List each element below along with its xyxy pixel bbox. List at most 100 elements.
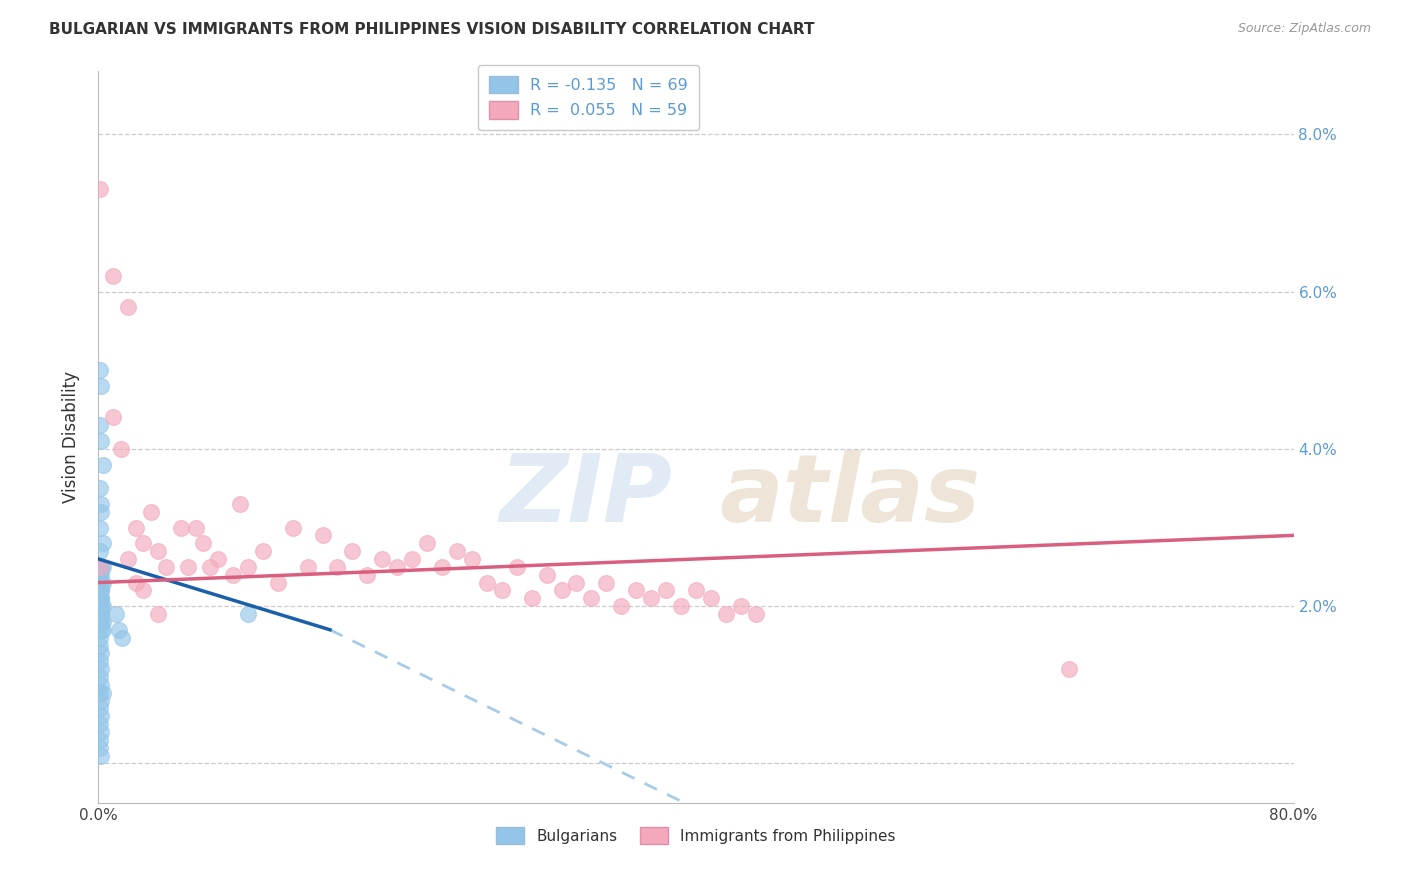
Point	[90, 434, 112, 448]
Point	[207, 552, 229, 566]
Point	[90, 559, 112, 574]
Point	[669, 599, 692, 614]
Point	[90, 607, 112, 621]
Point	[89, 607, 111, 621]
Point	[222, 567, 245, 582]
Text: Source: ZipAtlas.com: Source: ZipAtlas.com	[1237, 22, 1371, 36]
Point	[89, 599, 111, 614]
Point	[90, 709, 112, 723]
Point	[745, 607, 768, 621]
Point	[90, 575, 112, 590]
Point	[446, 544, 468, 558]
Point	[89, 639, 111, 653]
Point	[401, 552, 423, 566]
Point	[356, 567, 378, 582]
Point	[89, 418, 111, 433]
Point	[89, 740, 111, 755]
Point	[89, 544, 111, 558]
Point	[595, 575, 617, 590]
Point	[90, 559, 112, 574]
Point	[430, 559, 453, 574]
Point	[342, 544, 364, 558]
Point	[200, 559, 222, 574]
Point	[236, 559, 259, 574]
Point	[236, 607, 259, 621]
Point	[281, 520, 304, 534]
Point	[416, 536, 439, 550]
Point	[90, 623, 112, 637]
Point	[91, 686, 114, 700]
Point	[91, 599, 114, 614]
Point	[155, 559, 177, 574]
Point	[90, 599, 112, 614]
Point	[90, 505, 112, 519]
Point	[89, 591, 111, 606]
Point	[536, 567, 558, 582]
Point	[108, 623, 131, 637]
Point	[132, 536, 155, 550]
Point	[610, 599, 633, 614]
Point	[371, 552, 394, 566]
Point	[89, 583, 111, 598]
Point	[326, 559, 349, 574]
Point	[90, 583, 112, 598]
Point	[89, 583, 111, 598]
Point	[89, 607, 111, 621]
Point	[89, 575, 111, 590]
Point	[1059, 662, 1081, 676]
Point	[105, 607, 128, 621]
Point	[117, 301, 139, 315]
Point	[581, 591, 603, 606]
Point	[90, 662, 112, 676]
Point	[461, 552, 484, 566]
Point	[730, 599, 752, 614]
Point	[90, 678, 112, 692]
Point	[89, 575, 111, 590]
Point	[148, 607, 170, 621]
Point	[89, 559, 111, 574]
Point	[89, 686, 111, 700]
Point	[91, 575, 114, 590]
Legend: Bulgarians, Immigrants from Philippines: Bulgarians, Immigrants from Philippines	[491, 822, 901, 850]
Point	[148, 544, 170, 558]
Point	[177, 559, 200, 574]
Point	[89, 520, 111, 534]
Point	[132, 583, 155, 598]
Point	[385, 559, 409, 574]
Point	[640, 591, 662, 606]
Point	[89, 717, 111, 731]
Point	[89, 583, 111, 598]
Point	[90, 646, 112, 660]
Point	[90, 379, 112, 393]
Point	[297, 559, 319, 574]
Point	[91, 536, 114, 550]
Point	[90, 693, 112, 707]
Point	[655, 583, 678, 598]
Y-axis label: Vision Disability: Vision Disability	[62, 371, 80, 503]
Point	[90, 599, 112, 614]
Point	[117, 552, 139, 566]
Text: atlas: atlas	[720, 450, 981, 541]
Point	[125, 575, 148, 590]
Point	[89, 599, 111, 614]
Point	[491, 583, 513, 598]
Point	[89, 182, 111, 196]
Point	[89, 654, 111, 668]
Point	[91, 458, 114, 472]
Point	[90, 748, 112, 763]
Point	[229, 497, 252, 511]
Point	[475, 575, 498, 590]
Point	[169, 520, 191, 534]
Point	[311, 528, 333, 542]
Point	[110, 442, 132, 456]
Point	[89, 701, 111, 715]
Point	[90, 567, 112, 582]
Point	[89, 567, 111, 582]
Point	[90, 591, 112, 606]
Point	[111, 631, 134, 645]
Point	[89, 363, 111, 377]
Point	[90, 583, 112, 598]
Point	[685, 583, 707, 598]
Point	[125, 520, 148, 534]
Text: ZIP: ZIP	[499, 450, 672, 541]
